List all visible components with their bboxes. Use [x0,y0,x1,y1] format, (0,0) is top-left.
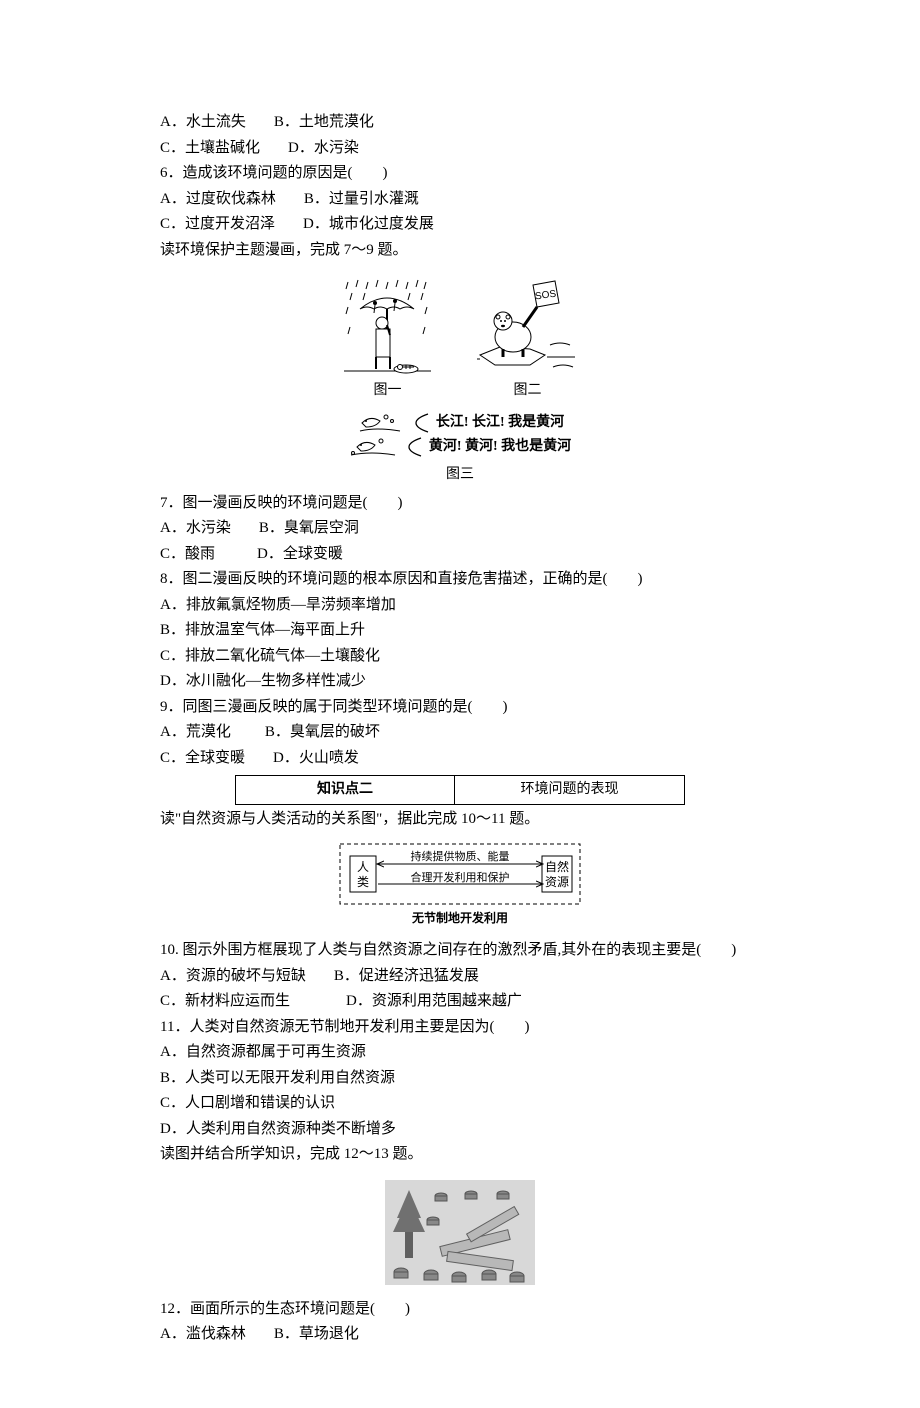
q5-options-row2: C．土壤盐碱化 D．水污染 [160,136,760,162]
q11-opt-d: D．人类利用自然资源种类不断增多 [160,1117,760,1143]
q11-opt-a: A．自然资源都属于可再生资源 [160,1040,760,1066]
q5-options-row1: A．水土流失 B．土地荒漠化 [160,110,760,136]
q6-opt-d: D．城市化过度发展 [303,212,434,238]
svg-text:自然: 自然 [545,859,569,874]
resource-diagram: 人 类 自然 资源 持续提供物质、能量 合理开发利用和保护 无节制地开发利用 [160,840,760,930]
intro-7-9: 读环境保护主题漫画，完成 7～9 题。 [160,238,760,264]
tu1-svg [340,277,435,377]
q12-stem: 12．画面所示的生态环境问题是( ) [160,1297,760,1323]
intro-12-13: 读图并结合所学知识，完成 12～13 题。 [160,1142,760,1168]
q7-row2: C．酸雨 D．全球变暖 [160,542,760,568]
q7-stem: 7．图一漫画反映的环境问题是( ) [160,491,760,517]
tu3-line2: 黄河! 黄河! 我也是黄河 [429,435,571,459]
cartoon-row: 图一 SOS 图二 [160,277,760,403]
q9-opt-c: C．全球变暖 [160,746,245,772]
q7-opt-b: B．臭氧层空洞 [259,516,359,542]
tu2-svg: SOS [475,277,580,377]
q10-opt-a: A．资源的破坏与短缺 [160,964,306,990]
q10-row2: C．新材料应运而生 D．资源利用范围越来越广 [160,989,760,1015]
q10-row1: A．资源的破坏与短缺 B．促进经济迅猛发展 [160,964,760,990]
section-2-left: 知识点二 [235,775,455,805]
q9-opt-d: D．火山喷发 [273,746,359,772]
q12-opt-a: A．滥伐森林 [160,1322,246,1348]
svg-text:资源: 资源 [545,875,569,889]
tu3-bracket2 [405,436,423,458]
cartoon-tu3: 长江! 长江! 我是黄河 黄河! 黄河! 我也是黄河 图三 [160,411,760,487]
q9-row2: C．全球变暖 D．火山喷发 [160,746,760,772]
q9-stem: 9．同图三漫画反映的属于同类型环境问题的是( ) [160,695,760,721]
q5-opt-d: D．水污染 [288,136,359,162]
q8-opt-a: A．排放氟氯烃物质—旱涝频率增加 [160,593,760,619]
q11-opt-c: C．人口剧增和错误的认识 [160,1091,760,1117]
tu3-bracket1 [412,412,430,434]
diagram-arrow-bottom: 合理开发利用和保护 [411,870,510,884]
q12-row1: A．滥伐森林 B．草场退化 [160,1322,760,1348]
diagram-arrow-top: 持续提供物质、能量 [411,849,510,863]
q8-opt-b: B．排放温室气体—海平面上升 [160,618,760,644]
q5-opt-c: C．土壤盐碱化 [160,136,260,162]
q7-opt-a: A．水污染 [160,516,231,542]
tu3-fish1 [356,411,406,435]
tu1-caption: 图一 [374,379,402,403]
deforestation-svg [385,1180,535,1285]
svg-text:人: 人 [357,860,369,874]
deforestation-image [160,1180,760,1285]
q6-opt-b: B．过量引水灌溉 [304,187,419,213]
q6-options-row1: A．过度砍伐森林 B．过量引水灌溉 [160,187,760,213]
q8-opt-d: D．冰川融化—生物多样性减少 [160,669,760,695]
tu3-row2: 黄河! 黄河! 我也是黄河 [349,435,571,459]
q10-opt-b: B．促进经济迅猛发展 [334,964,479,990]
resource-diagram-svg: 人 类 自然 资源 持续提供物质、能量 合理开发利用和保护 无节制地开发利用 [320,840,600,930]
q10-stem: 10. 图示外围方框展现了人类与自然资源之间存在的激烈矛盾,其外在的表现主要是(… [160,938,760,964]
tu2-caption: 图二 [514,379,542,403]
section-2-right: 环境问题的表现 [455,775,685,805]
q10-opt-d: D．资源利用范围越来越广 [346,989,522,1015]
q5-opt-a: A．水土流失 [160,110,246,136]
q9-opt-b: B．臭氧层的破坏 [265,720,380,746]
q7-row1: A．水污染 B．臭氧层空洞 [160,516,760,542]
q10-opt-c: C．新材料应运而生 [160,989,290,1015]
q6-opt-c: C．过度开发沼泽 [160,212,275,238]
tu3-fish2 [349,435,399,459]
q11-stem: 11．人类对自然资源无节制地开发利用主要是因为( ) [160,1015,760,1041]
section-2-header: 知识点二 环境问题的表现 [160,775,760,805]
q5-opt-b: B．土地荒漠化 [274,110,374,136]
tu3-line1: 长江! 长江! 我是黄河 [436,411,564,435]
q6-options-row2: C．过度开发沼泽 D．城市化过度发展 [160,212,760,238]
q12-opt-b: B．草场退化 [274,1322,359,1348]
intro-10-11: 读"自然资源与人类活动的关系图"，据此完成 10～11 题。 [160,807,760,833]
q8-stem: 8．图二漫画反映的环境问题的根本原因和直接危害描述，正确的是( ) [160,567,760,593]
q6-opt-a: A．过度砍伐森林 [160,187,276,213]
q8-opt-c: C．排放二氧化硫气体—土壤酸化 [160,644,760,670]
q7-opt-c: C．酸雨 [160,542,215,568]
q11-opt-b: B．人类可以无限开发利用自然资源 [160,1066,760,1092]
svg-text:类: 类 [357,875,369,889]
q9-row1: A．荒漠化 B．臭氧层的破坏 [160,720,760,746]
cartoon-tu1: 图一 [340,277,435,403]
cartoon-tu2: SOS 图二 [475,277,580,403]
tu3-row1: 长江! 长江! 我是黄河 [356,411,564,435]
q7-opt-d: D．全球变暖 [257,542,343,568]
q6-stem: 6．造成该环境问题的原因是( ) [160,161,760,187]
q9-opt-a: A．荒漠化 [160,720,231,746]
diagram-dashed-label: 无节制地开发利用 [411,910,508,925]
tu3-caption: 图三 [446,463,474,487]
